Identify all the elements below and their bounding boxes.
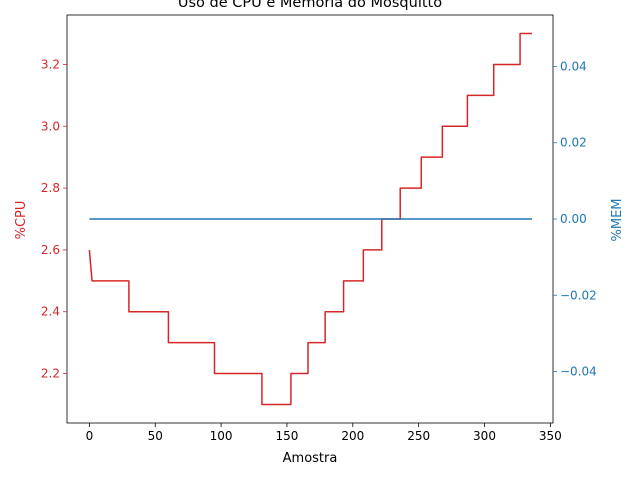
x-tick-label: 100	[210, 429, 233, 443]
x-axis-label: Amostra	[283, 451, 338, 466]
y-right-tick-label: 0.02	[560, 136, 587, 150]
y-left-tick-label: 2.6	[41, 243, 60, 257]
x-tick-label: 250	[407, 429, 430, 443]
x-tick-label: 300	[473, 429, 496, 443]
y-axis-left: 2.2 2.4 2.6 2.8 3.0 3.2	[41, 57, 67, 381]
y-right-tick-label: 0.04	[560, 59, 587, 73]
x-axis: 0 50 100 150 200 250 300 350	[86, 423, 562, 443]
y-left-tick-label: 2.2	[41, 367, 60, 381]
y-axis-left-label: %CPU	[14, 201, 29, 240]
x-tick-label: 50	[148, 429, 163, 443]
y-left-tick-label: 2.8	[41, 181, 60, 195]
x-tick-label: 350	[539, 429, 562, 443]
x-tick-label: 150	[275, 429, 298, 443]
y-right-tick-label: 0.00	[560, 212, 587, 226]
y-axis-right-label: %MEM	[610, 199, 625, 242]
y-left-tick-label: 2.4	[41, 305, 60, 319]
x-tick-label: 200	[341, 429, 364, 443]
chart-title: Uso de CPU e Memória do Mosquitto	[178, 0, 442, 11]
plot-area	[66, 14, 554, 424]
y-right-tick-label: −0.04	[560, 365, 597, 379]
y-left-tick-label: 3.2	[41, 57, 60, 71]
y-right-tick-label: −0.02	[560, 288, 597, 302]
y-left-tick-label: 3.0	[41, 119, 60, 133]
x-tick-label: 0	[86, 429, 94, 443]
series-line-cpu	[88, 32, 532, 406]
y-axis-right: −0.04 −0.02 0.00 0.02 0.04	[553, 59, 597, 379]
